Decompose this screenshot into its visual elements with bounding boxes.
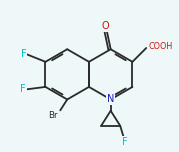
Text: N: N: [107, 94, 114, 104]
Text: F: F: [21, 49, 27, 59]
Text: COOH: COOH: [148, 42, 173, 51]
Text: O: O: [101, 21, 109, 31]
Text: F: F: [20, 84, 26, 94]
Text: F: F: [122, 137, 127, 147]
Text: Br: Br: [48, 111, 57, 120]
